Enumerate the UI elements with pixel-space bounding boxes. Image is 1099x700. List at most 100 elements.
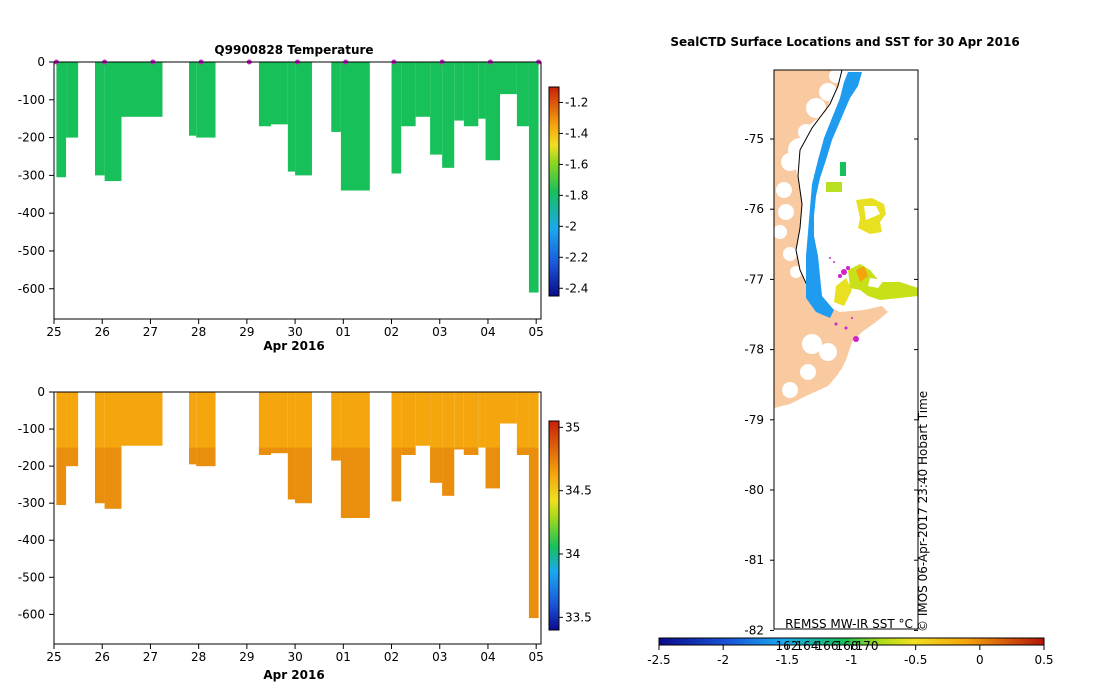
x-tick-label: 26 xyxy=(95,325,110,339)
y-tick-label: 0 xyxy=(37,55,45,69)
salinity-x-axis: 25 26 27 28 29 30 01 02 03 04 05 xyxy=(46,644,544,664)
lon-tick-label: 164 xyxy=(796,639,819,653)
profile-column-4 xyxy=(121,62,163,117)
profile-column-20 xyxy=(478,62,486,119)
temperature-chart: Q9900828 Temperature 0 -100 -200 -300 -400 -5… xyxy=(18,43,589,353)
profile-column-15 xyxy=(415,392,431,446)
sst-cb-tick-label: -1.5 xyxy=(776,653,799,667)
profile-column-4 xyxy=(121,392,163,446)
profile-deep-7 xyxy=(258,447,271,455)
x-tick-label: 28 xyxy=(191,650,206,664)
x-tick-label: 01 xyxy=(336,325,351,339)
temperature-colorbar xyxy=(548,86,560,297)
temperature-colorbar-ticks: -1.2 -1.4 -1.6 -1.8 -2 -2.2 -2.4 xyxy=(559,95,588,295)
temperature-profiles xyxy=(53,59,542,293)
profile-deep-13 xyxy=(391,447,402,502)
x-tick-label: 30 xyxy=(287,325,302,339)
lat-tick-label: -80 xyxy=(744,483,764,497)
lat-tick-label: -78 xyxy=(744,343,764,357)
lat-tick-label: -81 xyxy=(744,553,764,567)
lat-tick-label: -77 xyxy=(744,272,764,286)
profile-column-12 xyxy=(340,62,370,191)
cb-tick-label: 35 xyxy=(565,420,580,434)
profile-column-14 xyxy=(401,62,416,127)
profile-deep-17 xyxy=(442,447,455,496)
profile-column-6 xyxy=(196,62,216,138)
profile-deep-2 xyxy=(94,447,105,504)
y-tick-label: -300 xyxy=(18,168,45,182)
profile-deep-14 xyxy=(401,447,416,455)
temperature-x-label: Apr 2016 xyxy=(263,339,324,353)
x-tick-label: 29 xyxy=(239,325,254,339)
x-tick-label: 28 xyxy=(191,325,206,339)
profile-column-9 xyxy=(287,392,296,500)
profile-deep-8 xyxy=(270,447,288,454)
sea-ice-band xyxy=(806,72,862,318)
y-tick-label: -400 xyxy=(18,533,45,547)
y-tick-label: -500 xyxy=(18,244,45,258)
salinity-colorbar xyxy=(548,420,560,631)
temperature-y-axis: 0 -100 -200 -300 -400 -500 -600 xyxy=(18,55,54,296)
profile-column-0 xyxy=(56,62,67,178)
cb-tick-label: -1.4 xyxy=(565,126,588,140)
profile-column-18 xyxy=(454,392,464,450)
sst-patches xyxy=(826,162,918,306)
profile-column-2 xyxy=(94,62,105,176)
salinity-y-axis: 0 -100 -200 -300 -400 -500 -600 xyxy=(18,385,54,621)
cb-tick-label: -2.4 xyxy=(565,281,588,295)
profile-deep-0 xyxy=(56,447,67,506)
cb-tick-label: 34 xyxy=(565,547,580,561)
x-tick-label: 05 xyxy=(529,650,544,664)
profile-column-22 xyxy=(500,392,517,424)
sst-cb-tick-label: -0.5 xyxy=(904,653,927,667)
y-tick-label: -200 xyxy=(18,459,45,473)
x-tick-label: 04 xyxy=(480,650,495,664)
land-mass xyxy=(774,70,888,408)
sst-cb-tick-label: -1 xyxy=(846,653,858,667)
profile-column-21 xyxy=(485,62,501,161)
x-tick-label: 01 xyxy=(336,650,351,664)
salinity-chart: 0 -100 -200 -300 -400 -500 -600 25 26 27 28 29 30 01… xyxy=(18,385,592,682)
salinity-colorbar-ticks: 35 34.5 34 33.5 xyxy=(559,420,592,624)
x-tick-label: 04 xyxy=(480,325,495,339)
profile-column-23 xyxy=(516,62,529,127)
profile-deep-24 xyxy=(528,447,539,619)
profile-column-18 xyxy=(454,62,464,121)
lat-tick-label: -76 xyxy=(744,202,764,216)
profile-column-7 xyxy=(258,62,271,127)
y-tick-label: -600 xyxy=(18,282,45,296)
profile-column-7 xyxy=(258,392,271,455)
profile-deep-23 xyxy=(516,447,529,455)
profile-deep-10 xyxy=(295,447,312,504)
profile-deep-16 xyxy=(430,447,443,483)
profile-column-5 xyxy=(189,392,197,465)
lon-tick-label: 168 xyxy=(836,639,859,653)
sst-cb-tick-label: -2 xyxy=(717,653,729,667)
lon-tick-label: 170 xyxy=(856,639,879,653)
cb-tick-label: -1.8 xyxy=(565,188,588,202)
profile-column-3 xyxy=(104,62,122,182)
profile-column-22 xyxy=(500,62,517,95)
profile-column-8 xyxy=(270,392,288,454)
map-title: SealCTD Surface Locations and SST for 30… xyxy=(670,35,1019,49)
profile-column-13 xyxy=(391,62,402,174)
x-tick-label: 27 xyxy=(143,650,158,664)
sst-cb-tick-label: 0.5 xyxy=(1034,653,1053,667)
sst-map: SealCTD Surface Locations and SST for 30… xyxy=(647,35,1053,667)
lat-tick-label: -82 xyxy=(744,623,764,637)
y-tick-label: -300 xyxy=(18,496,45,510)
profile-column-11 xyxy=(331,62,341,132)
imos-credit: © IMOS 06-Apr-2017 23:40 Hobart Time xyxy=(916,391,930,632)
profile-column-24 xyxy=(528,62,539,293)
profile-deep-12 xyxy=(340,447,370,518)
lon-tick-label: 166 xyxy=(816,639,839,653)
profile-deep-11 xyxy=(331,447,341,461)
sst-cb-tick-label: -2.5 xyxy=(647,653,670,667)
x-tick-label: 27 xyxy=(143,325,158,339)
profile-deep-1 xyxy=(66,447,79,467)
profile-column-15 xyxy=(415,62,431,117)
profile-deep-9 xyxy=(287,447,296,500)
profile-column-23 xyxy=(516,392,529,455)
lat-tick-label: -75 xyxy=(744,132,764,146)
